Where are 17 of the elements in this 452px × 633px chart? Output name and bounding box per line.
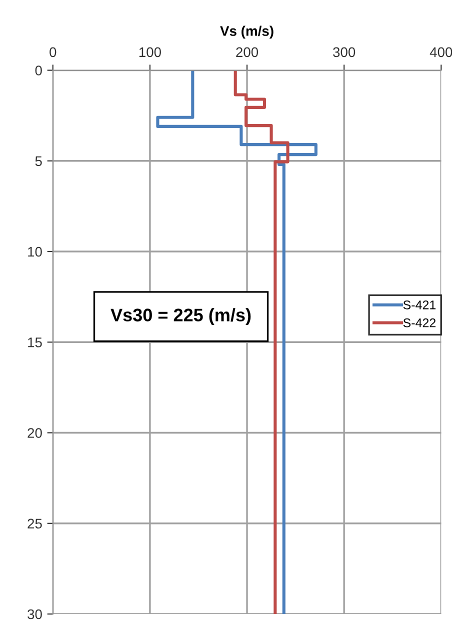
legend-label: S-422 [403, 318, 436, 328]
x-axis-title: Vs (m/s) [220, 26, 274, 39]
legend-label: S-421 [403, 300, 436, 310]
y-tick-label: 0 [35, 66, 42, 76]
x-tick-label: 400 [430, 47, 452, 58]
y-tick-label: 20 [28, 428, 42, 438]
line-series [156, 70, 318, 614]
y-tick-label: 15 [28, 338, 42, 348]
x-tick-label: 100 [139, 47, 161, 58]
x-tick-label: 200 [236, 47, 258, 58]
x-tick-label: 0 [50, 47, 56, 58]
y-tick-label: 30 [28, 609, 42, 620]
y-tick-label: 10 [28, 246, 42, 257]
y-tick-label: 25 [28, 518, 42, 529]
y-tick-label: 5 [35, 156, 42, 166]
annotation: Vs30 = 225 (m/s) [110, 308, 251, 325]
x-tick-label: 300 [333, 47, 356, 58]
